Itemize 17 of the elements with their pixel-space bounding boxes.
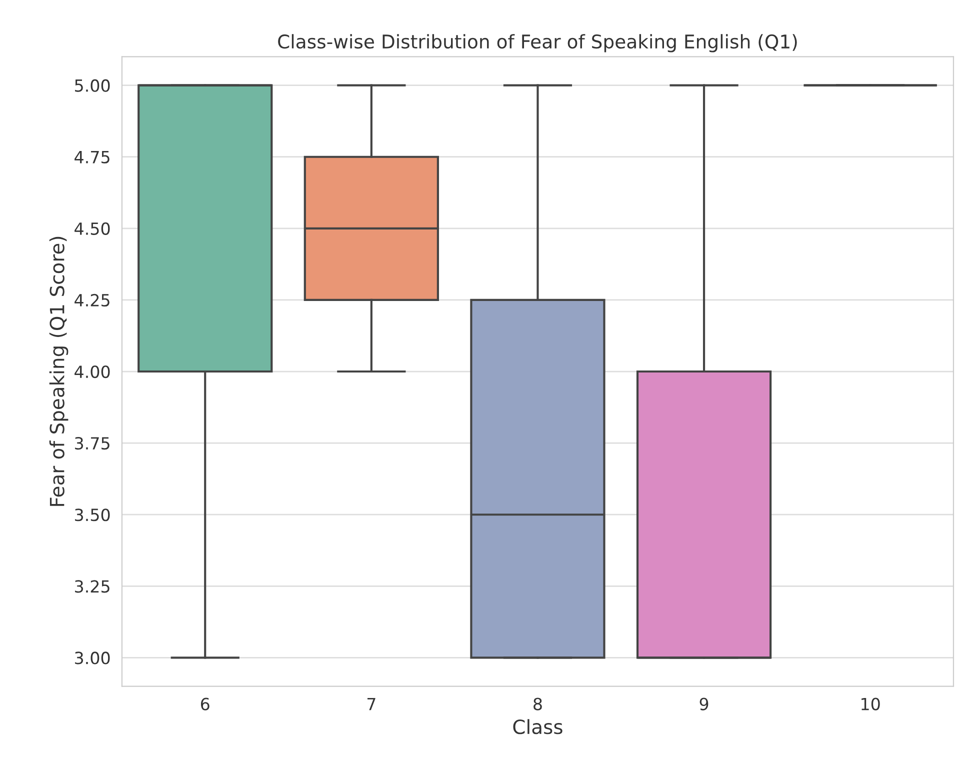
y-tick-label: 3.50 (75, 508, 110, 522)
x-tick-label: 6 (200, 698, 210, 710)
x-tick-label: 7 (367, 698, 376, 710)
x-tick-label: 9 (700, 698, 708, 710)
y-tick-label: 3.25 (75, 580, 110, 593)
y-tick-label: 5.00 (75, 79, 110, 92)
chart-title: Class-wise Distribution of Fear of Speaking English (Q1) (278, 34, 797, 52)
y-tick-label: 3.75 (75, 437, 110, 450)
x-tick-label: 8 (534, 698, 542, 710)
y-tick-label: 4.50 (74, 222, 110, 235)
x-tick-label: 10 (862, 698, 880, 710)
y-tick-label: 4.25 (74, 294, 110, 307)
y-tick-label: 3.00 (75, 652, 110, 664)
y-tick-label: 4.00 (74, 365, 110, 378)
y-axis-title: Fear of Speaking (Q1 Score) (49, 236, 68, 506)
y-tick-label: 4.75 (74, 151, 110, 164)
x-axis-title: Class (513, 719, 562, 734)
